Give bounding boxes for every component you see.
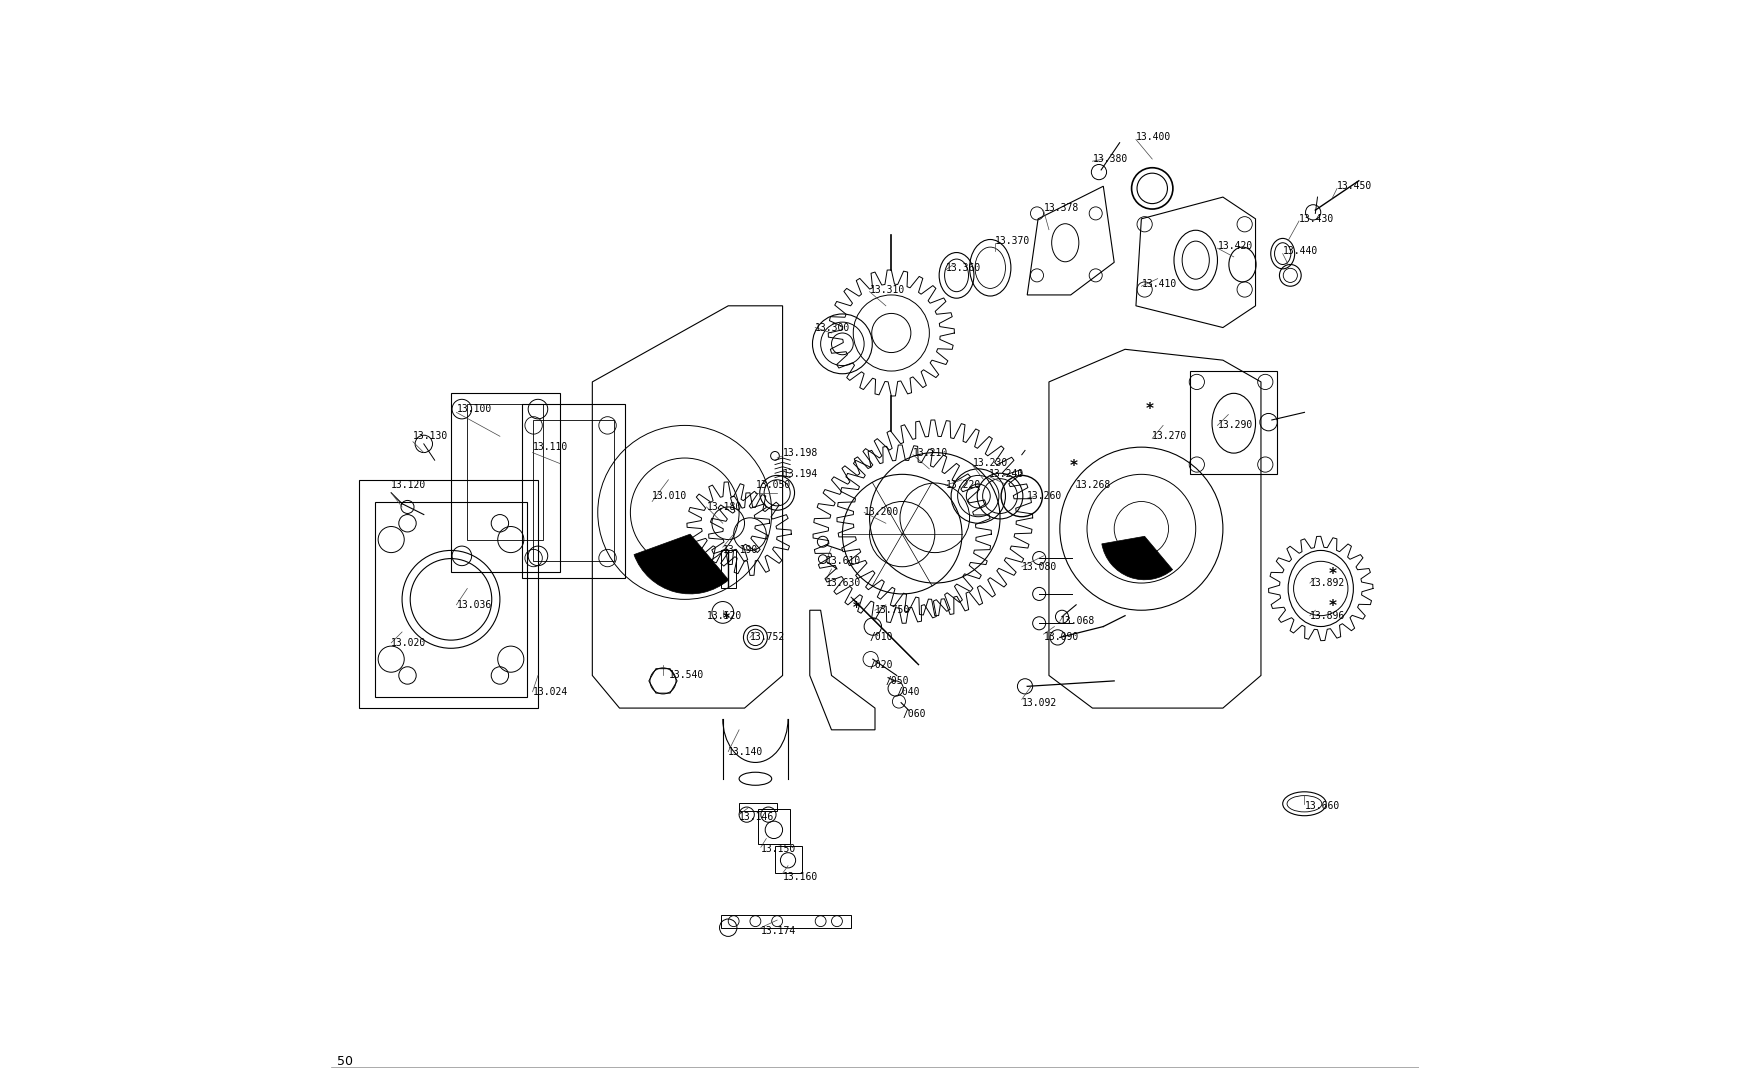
Text: 13.200: 13.200 bbox=[864, 507, 900, 518]
Text: 13.660: 13.660 bbox=[1304, 801, 1340, 811]
Text: *: * bbox=[1146, 401, 1153, 416]
Text: 13.080: 13.080 bbox=[1022, 561, 1057, 572]
Bar bbox=[452, 392, 560, 572]
Text: 13.010: 13.010 bbox=[653, 492, 688, 501]
Text: 13.360: 13.360 bbox=[945, 263, 982, 272]
Text: /020: /020 bbox=[870, 659, 892, 669]
Bar bbox=[738, 802, 777, 811]
Text: 13.610: 13.610 bbox=[826, 556, 861, 567]
Bar bbox=[374, 501, 527, 698]
Text: 13.160: 13.160 bbox=[782, 872, 817, 882]
Text: 13.420: 13.420 bbox=[1218, 241, 1253, 251]
Text: 13.092: 13.092 bbox=[1022, 698, 1057, 707]
Text: 13.270: 13.270 bbox=[1152, 432, 1188, 441]
Text: 13.750: 13.750 bbox=[875, 605, 910, 615]
Text: /060: /060 bbox=[903, 708, 926, 718]
Wedge shape bbox=[634, 534, 728, 594]
Text: 13.110: 13.110 bbox=[532, 443, 567, 452]
Text: 13.896: 13.896 bbox=[1311, 610, 1346, 620]
Text: 13.210: 13.210 bbox=[914, 448, 948, 458]
Text: /010: /010 bbox=[870, 632, 892, 642]
Text: 50: 50 bbox=[336, 1055, 354, 1068]
Text: 13.450: 13.450 bbox=[1337, 181, 1372, 191]
Text: *: * bbox=[1328, 567, 1337, 582]
Text: 13.190: 13.190 bbox=[723, 545, 758, 556]
Text: 13.410: 13.410 bbox=[1141, 279, 1176, 289]
Text: 13.370: 13.370 bbox=[994, 235, 1029, 245]
Text: 13.440: 13.440 bbox=[1283, 246, 1318, 256]
Text: 13.024: 13.024 bbox=[532, 687, 567, 697]
Text: 13.260: 13.260 bbox=[1027, 492, 1062, 501]
Text: 13.100: 13.100 bbox=[457, 404, 492, 414]
Text: 13.300: 13.300 bbox=[816, 323, 850, 332]
Text: 13.310: 13.310 bbox=[870, 284, 905, 294]
Text: *: * bbox=[852, 600, 859, 614]
Text: 13.240: 13.240 bbox=[989, 470, 1024, 480]
Text: 13.630: 13.630 bbox=[826, 578, 861, 588]
Text: 13.174: 13.174 bbox=[761, 926, 796, 936]
Bar bbox=[359, 480, 537, 708]
Bar bbox=[532, 420, 614, 561]
Bar bbox=[758, 809, 791, 844]
Bar bbox=[775, 846, 802, 873]
Text: 13.430: 13.430 bbox=[1298, 214, 1334, 223]
Text: 13.268: 13.268 bbox=[1076, 481, 1111, 490]
Text: 13.380: 13.380 bbox=[1092, 154, 1127, 164]
Bar bbox=[721, 915, 850, 928]
Text: 13.540: 13.540 bbox=[668, 670, 704, 680]
Text: *: * bbox=[723, 610, 730, 625]
Text: 13.400: 13.400 bbox=[1136, 132, 1171, 143]
Text: /040: /040 bbox=[896, 687, 920, 697]
Text: 13.020: 13.020 bbox=[392, 638, 427, 647]
Text: 13.180: 13.180 bbox=[707, 502, 742, 512]
Text: 13.130: 13.130 bbox=[413, 432, 448, 441]
Text: 13.752: 13.752 bbox=[751, 632, 786, 642]
Text: 13.036: 13.036 bbox=[457, 600, 492, 609]
Text: 13.230: 13.230 bbox=[973, 459, 1008, 469]
Text: 13.146: 13.146 bbox=[738, 812, 774, 822]
Text: 13.520: 13.520 bbox=[707, 610, 742, 620]
Text: 13.290: 13.290 bbox=[1218, 421, 1253, 431]
Text: *: * bbox=[1069, 459, 1078, 474]
Text: 13.892: 13.892 bbox=[1311, 578, 1346, 588]
Bar bbox=[522, 403, 625, 578]
Text: 13.120: 13.120 bbox=[392, 481, 427, 490]
Text: 13.140: 13.140 bbox=[728, 747, 763, 756]
Text: 13.150: 13.150 bbox=[761, 845, 796, 855]
Bar bbox=[721, 550, 735, 589]
Text: *: * bbox=[1328, 600, 1337, 615]
Text: 13.220: 13.220 bbox=[945, 481, 982, 490]
Bar bbox=[1190, 371, 1278, 474]
Text: 13.198: 13.198 bbox=[782, 448, 817, 458]
Bar bbox=[467, 403, 544, 540]
Text: 13.194: 13.194 bbox=[782, 470, 817, 480]
Text: 13.090: 13.090 bbox=[1043, 632, 1078, 642]
Text: /050: /050 bbox=[886, 676, 910, 686]
Wedge shape bbox=[1102, 536, 1172, 580]
Text: 13.068: 13.068 bbox=[1060, 616, 1096, 626]
Text: 13.378: 13.378 bbox=[1043, 203, 1078, 213]
Text: 13.050: 13.050 bbox=[756, 481, 791, 490]
